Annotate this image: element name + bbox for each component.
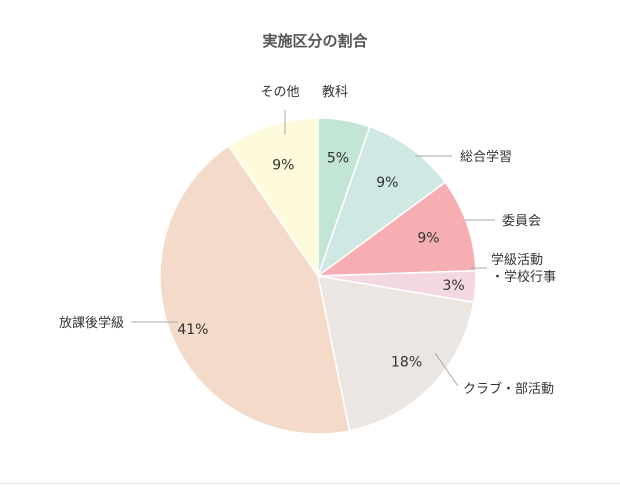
slice-value-label-1: 9% (376, 175, 398, 191)
slice-value-label-3: 3% (442, 278, 464, 294)
slice-category-label-0: 教科 (322, 84, 348, 100)
slice-category-label-3-line-0: 学級活動 (491, 252, 543, 268)
slice-category-label-4: クラブ・部活動 (463, 381, 554, 397)
slice-category-label-2: 委員会 (502, 214, 541, 229)
slices-layer (159, 117, 477, 435)
chart-title: 実施区分の割合 (262, 32, 368, 50)
slice-value-label-2: 9% (417, 231, 439, 247)
slice-value-label-5: 41% (177, 322, 208, 338)
labels-layer: 5% 教科 9% 総合学習 9% 委員会 3% 学級活動・学校行事 18% クラブ・部活動 41% 放… (59, 84, 556, 397)
pie-slice-4 (317, 275, 475, 432)
slice-category-label-1: 総合学習 (460, 149, 512, 165)
pie-slice-1 (316, 125, 447, 279)
slice-category-label-5: 放課後学級 (59, 315, 124, 331)
pie-slice-6 (227, 117, 319, 279)
slice-value-label-0: 5% (327, 151, 349, 167)
slice-value-label-6: 9% (272, 157, 294, 173)
pie-slice-5 (159, 144, 351, 435)
slice-value-label-4: 18% (391, 355, 422, 371)
pie-slice-2 (315, 181, 477, 277)
slice-category-label-6: その他 (260, 85, 299, 100)
leader-line-4 (434, 352, 459, 387)
slice-category-label-3-line-1: ・学校行事 (491, 269, 556, 285)
